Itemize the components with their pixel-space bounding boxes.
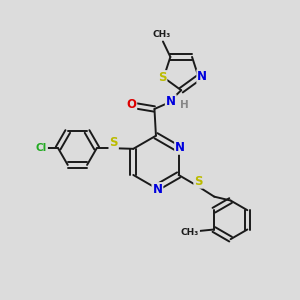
Text: N: N <box>166 95 176 108</box>
Text: H: H <box>180 100 189 110</box>
Text: Cl: Cl <box>36 143 47 153</box>
Text: O: O <box>126 98 136 111</box>
Text: S: S <box>194 175 203 188</box>
Text: S: S <box>110 136 118 149</box>
Text: S: S <box>158 71 167 84</box>
Text: CH₃: CH₃ <box>181 228 199 237</box>
Text: N: N <box>152 183 162 196</box>
Text: N: N <box>175 141 185 154</box>
Text: CH₃: CH₃ <box>152 30 171 39</box>
Text: N: N <box>197 70 207 83</box>
